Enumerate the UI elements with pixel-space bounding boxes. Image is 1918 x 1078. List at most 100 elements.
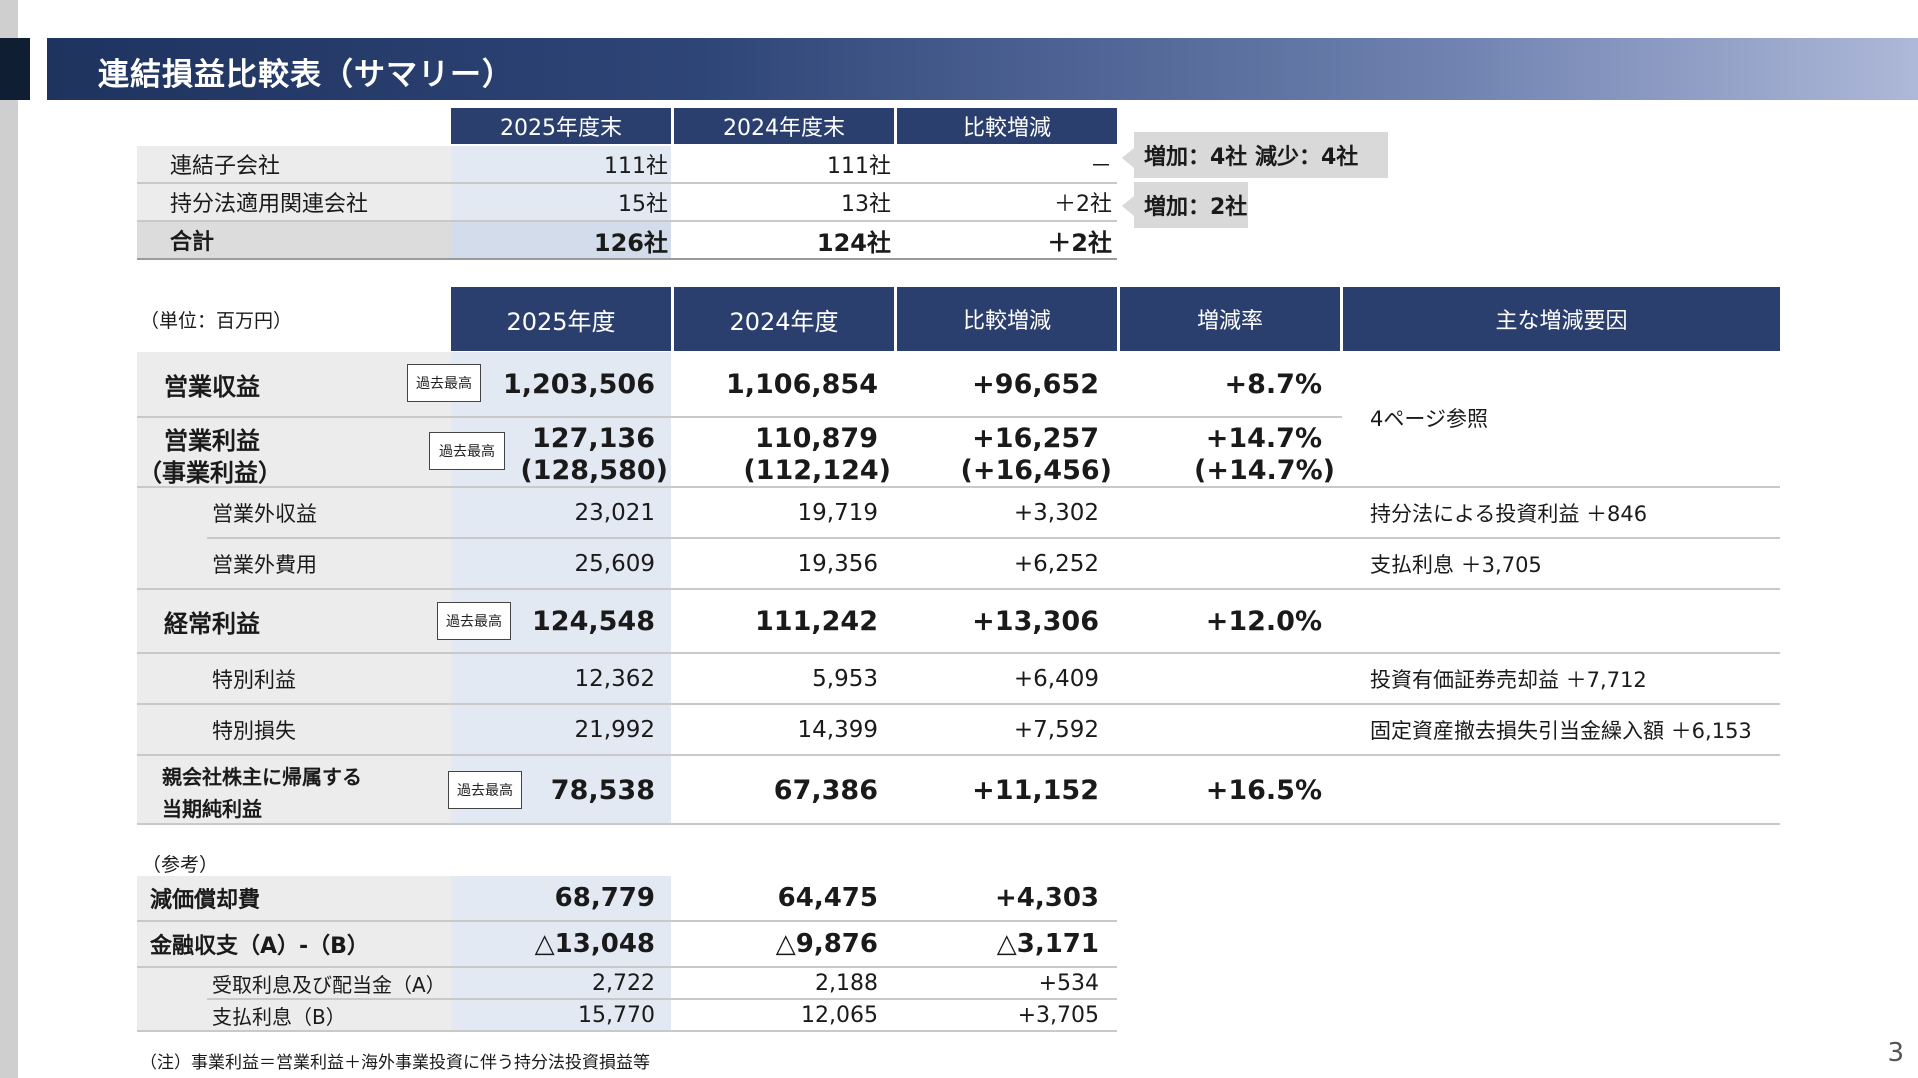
row-divider bbox=[137, 182, 1117, 184]
value-2024: 67,386 bbox=[773, 774, 878, 806]
ref-row-label: 受取利息及び配当金（A） bbox=[212, 972, 446, 997]
row-divider bbox=[137, 823, 1780, 825]
value-diff-business: (+16,456) bbox=[960, 454, 1113, 486]
value-diff: +16,257 bbox=[972, 422, 1099, 454]
company-total-2024: 124社 bbox=[816, 228, 891, 257]
row-label-sub: 当期純利益 bbox=[162, 796, 262, 821]
ref-row-label: 支払利息（B） bbox=[212, 1004, 346, 1029]
row-divider bbox=[207, 537, 1780, 539]
row-divider bbox=[137, 220, 1117, 222]
company-total-diff: ＋2社 bbox=[1047, 228, 1112, 257]
affiliate-change-note: 増加：2社 bbox=[1134, 182, 1248, 228]
factor-text: 持分法による投資利益 ＋846 bbox=[1370, 502, 1648, 526]
subsidiary-change-note: 増加：4社 減少：4社 bbox=[1134, 132, 1388, 178]
value-diff: +96,652 bbox=[972, 368, 1099, 400]
value-2025: 124,548 bbox=[532, 605, 655, 637]
row-label: 親会社株主に帰属する bbox=[162, 764, 362, 789]
value-2025: 12,362 bbox=[574, 666, 655, 692]
value-diff: +6,252 bbox=[1013, 551, 1099, 577]
value-2024-business: (112,124) bbox=[743, 454, 891, 486]
row-divider bbox=[137, 966, 1117, 968]
header-2025: 2025年度 bbox=[451, 287, 671, 351]
title-bar bbox=[47, 38, 1918, 100]
factor-text: 投資有価証券売却益 ＋7,712 bbox=[1370, 668, 1647, 692]
ref-value-2024: 12,065 bbox=[801, 1002, 878, 1028]
factor-text: 固定資産撤去損失引当金繰入額 ＋6,153 bbox=[1370, 719, 1752, 743]
page-title: 連結損益比較表（サマリー） bbox=[98, 57, 514, 93]
row-divider bbox=[137, 1030, 1117, 1032]
ref-value-2025: 2,722 bbox=[592, 970, 655, 996]
note-pointer bbox=[1122, 196, 1134, 216]
row-divider bbox=[137, 588, 1780, 590]
left-edge-bar bbox=[0, 0, 18, 1078]
company-total-label: 合計 bbox=[170, 230, 215, 255]
reference-label: （参考） bbox=[142, 854, 219, 876]
ref-value-2025: 68,779 bbox=[554, 883, 655, 913]
header-diff: 比較増減 bbox=[897, 287, 1117, 351]
row-divider bbox=[137, 486, 1780, 488]
note-pointer bbox=[1122, 148, 1134, 168]
row-divider bbox=[137, 920, 1117, 922]
value-2024: 19,719 bbox=[797, 500, 878, 526]
company-total-2025: 126社 bbox=[593, 228, 668, 257]
value-rate: +14.7% bbox=[1205, 422, 1322, 454]
row-divider bbox=[137, 652, 1780, 654]
company-row-label: 持分法適用関連会社 bbox=[170, 192, 369, 217]
value-2025: 21,992 bbox=[574, 717, 655, 743]
value-diff: +13,306 bbox=[972, 605, 1099, 637]
header-2024: 2024年度 bbox=[674, 287, 894, 351]
company-header-2025: 2025年度末 bbox=[451, 108, 671, 144]
value-2024: 1,106,854 bbox=[725, 368, 878, 400]
value-2025-business: (128,580) bbox=[520, 454, 668, 486]
ref-value-2024: 64,475 bbox=[777, 883, 878, 913]
company-header-diff: 比較増減 bbox=[897, 108, 1117, 144]
unit-label: （単位：百万円） bbox=[140, 310, 293, 332]
value-2024: 5,953 bbox=[812, 666, 878, 692]
value-diff: +7,592 bbox=[1013, 717, 1099, 743]
company-row-diff: － bbox=[1089, 154, 1112, 179]
reference-label-bg bbox=[137, 876, 451, 1030]
value-rate: +12.0% bbox=[1205, 605, 1322, 637]
company-row-2025: 111社 bbox=[604, 154, 668, 179]
row-label: 営業外収益 bbox=[212, 502, 317, 526]
row-divider bbox=[137, 416, 1342, 418]
company-row-2025: 15社 bbox=[618, 192, 668, 217]
title-accent-block bbox=[0, 38, 30, 100]
value-2025: 78,538 bbox=[550, 774, 655, 806]
value-2024: 111,242 bbox=[755, 605, 878, 637]
page-reference: 4ページ参照 bbox=[1370, 407, 1488, 431]
ref-value-diff: +4,303 bbox=[994, 883, 1099, 913]
factor-text: 支払利息 ＋3,705 bbox=[1370, 553, 1542, 577]
company-row-diff: ＋2社 bbox=[1054, 192, 1112, 217]
row-label: 営業収益 bbox=[164, 372, 260, 401]
value-2025: 23,021 bbox=[574, 500, 655, 526]
ref-value-diff: △3,171 bbox=[996, 929, 1099, 959]
ref-value-2025: 15,770 bbox=[578, 1002, 655, 1028]
row-divider bbox=[137, 754, 1780, 756]
page-number: 3 bbox=[1887, 1038, 1904, 1068]
row-divider bbox=[207, 998, 1117, 1000]
value-2025: 127,136 bbox=[532, 422, 655, 454]
ref-value-2024: △9,876 bbox=[775, 929, 878, 959]
row-divider bbox=[137, 703, 1780, 705]
value-2024: 19,356 bbox=[797, 551, 878, 577]
value-2024: 110,879 bbox=[755, 422, 878, 454]
row-label: 経常利益 bbox=[164, 609, 260, 638]
ref-value-diff: +3,705 bbox=[1017, 1002, 1099, 1028]
company-header-2024: 2024年度末 bbox=[674, 108, 894, 144]
value-rate: +8.7% bbox=[1224, 368, 1322, 400]
ref-row-label: 金融収支（A）-（B） bbox=[150, 934, 369, 959]
ref-value-2024: 2,188 bbox=[815, 970, 878, 996]
value-diff: +3,302 bbox=[1013, 500, 1099, 526]
row-label: 特別利益 bbox=[212, 668, 296, 692]
company-row-label: 連結子会社 bbox=[170, 154, 281, 179]
row-label: 営業外費用 bbox=[212, 553, 317, 577]
value-2025: 25,609 bbox=[574, 551, 655, 577]
value-rate: +16.5% bbox=[1205, 774, 1322, 806]
record-high-callout: 過去最高 bbox=[407, 364, 481, 402]
header-rate: 増減率 bbox=[1120, 287, 1340, 351]
header-factors: 主な増減要因 bbox=[1343, 287, 1780, 351]
record-high-callout: 過去最高 bbox=[437, 602, 511, 640]
footnote: （注）事業利益＝営業利益＋海外事業投資に伴う持分法投資損益等 bbox=[140, 1053, 650, 1073]
ref-value-2025: △13,048 bbox=[534, 929, 655, 959]
